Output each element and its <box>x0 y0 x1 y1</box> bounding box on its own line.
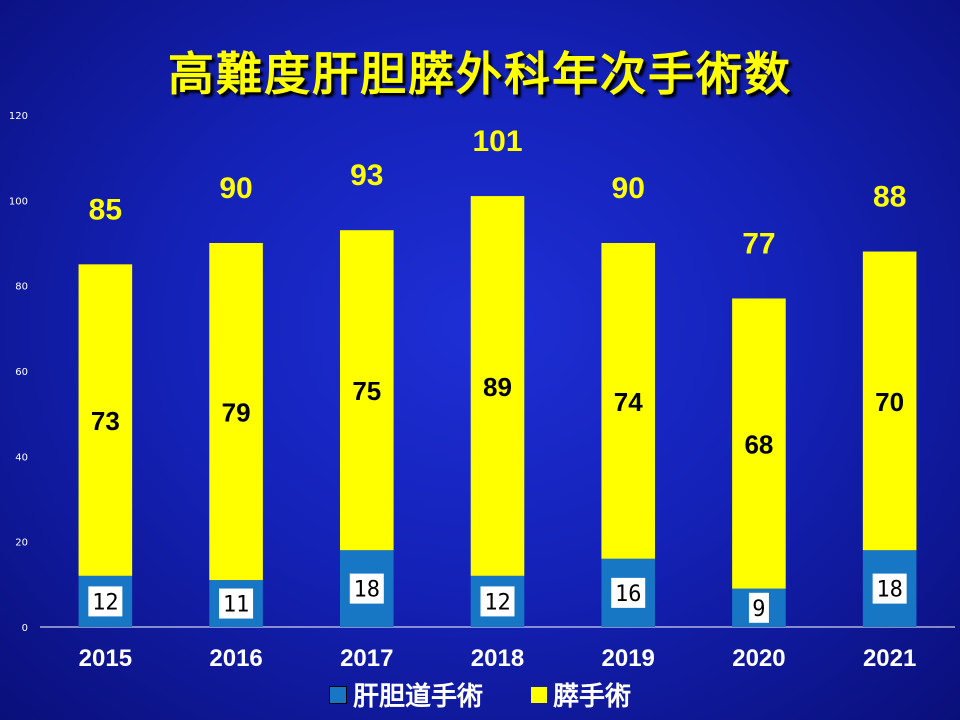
y-tick-label: 0 <box>22 623 28 634</box>
x-tick-label: 2018 <box>471 645 524 672</box>
data-label-box-hepatobiliary <box>872 573 907 604</box>
y-tick-label: 20 <box>15 538 28 549</box>
data-label-hepatobiliary: 16 <box>615 582 642 607</box>
x-tick-label: 2015 <box>79 645 132 672</box>
data-label-total: 101 <box>472 125 522 158</box>
bar-pancreas <box>601 243 656 559</box>
data-label-total: 77 <box>742 227 775 260</box>
data-label-hepatobiliary: 18 <box>876 578 903 603</box>
legend-swatch-pancreas <box>531 686 547 703</box>
data-label-box-hepatobiliary <box>88 586 123 617</box>
y-tick-label: 40 <box>15 452 28 463</box>
x-tick-label: 2017 <box>340 645 393 672</box>
data-label-box-hepatobiliary <box>748 592 769 623</box>
bar-pancreas <box>78 264 133 576</box>
y-tick-label: 60 <box>15 367 28 378</box>
x-tick-label: 2016 <box>209 645 262 672</box>
data-label-box-hepatobiliary <box>611 577 646 608</box>
legend-item-pancreas: 膵手術 <box>531 676 631 713</box>
data-label-total: 90 <box>612 172 645 205</box>
y-tick-label: 100 <box>9 196 28 207</box>
bar-pancreas <box>209 243 263 581</box>
data-label-pancreas: 75 <box>352 376 381 406</box>
bar-pancreas <box>732 298 786 589</box>
x-tick-label: 2019 <box>602 645 655 672</box>
data-label-hepatobiliary: 11 <box>223 593 250 618</box>
y-tick-label: 80 <box>15 282 28 293</box>
legend-item-hepatobiliary: 肝胆道手術 <box>328 676 483 713</box>
data-label-hepatobiliary: 12 <box>92 590 119 615</box>
data-label-total: 88 <box>873 181 906 214</box>
legend-label-pancreas: 膵手術 <box>553 682 632 712</box>
bar-pancreas <box>862 251 917 551</box>
legend: 肝胆道手術 膵手術 <box>0 676 960 713</box>
data-label-total: 85 <box>89 193 122 226</box>
data-label-box-hepatobiliary <box>219 588 254 619</box>
legend-label-hepatobiliary: 肝胆道手術 <box>352 682 483 712</box>
bar-pancreas <box>339 230 394 551</box>
y-tick-label: 120 <box>9 111 28 122</box>
x-tick-label: 2021 <box>863 645 916 672</box>
data-label-pancreas: 70 <box>875 387 904 417</box>
data-label-hepatobiliary: 9 <box>752 597 765 622</box>
x-tick-label: 2020 <box>732 645 785 672</box>
data-label-pancreas: 89 <box>483 372 512 402</box>
data-label-pancreas: 73 <box>91 406 120 436</box>
data-label-total: 90 <box>219 172 252 205</box>
bar-pancreas <box>470 196 525 576</box>
legend-swatch-hepatobiliary <box>328 685 347 704</box>
data-label-hepatobiliary: 18 <box>354 578 381 603</box>
data-label-box-hepatobiliary <box>349 573 384 604</box>
chart-title: 高難度肝胆膵外科年次手術数 <box>168 47 792 101</box>
data-label-hepatobiliary: 12 <box>484 590 511 615</box>
data-label-pancreas: 79 <box>222 398 251 428</box>
data-label-pancreas: 68 <box>744 430 773 460</box>
data-label-box-hepatobiliary <box>480 586 515 617</box>
data-label-pancreas: 74 <box>614 387 643 417</box>
data-label-total: 93 <box>350 159 383 192</box>
